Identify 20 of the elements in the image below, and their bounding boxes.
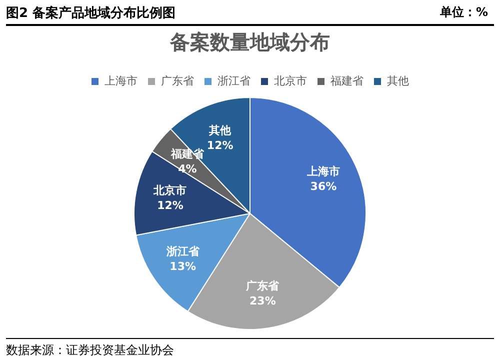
chart-title: 备案数量地域分布	[169, 30, 330, 54]
source-note: 数据来源：证券投资基金业协会	[6, 342, 174, 359]
slice-label: 上海市	[306, 164, 340, 178]
slice-label: 北京市	[152, 184, 187, 198]
legend-label: 北京市	[274, 74, 307, 88]
legend-label: 上海市	[104, 74, 138, 88]
legend-label: 浙江省	[218, 74, 250, 88]
slice-label: 广东省	[245, 280, 280, 293]
slice-label: 浙江省	[165, 245, 200, 258]
legend-label: 福建省	[330, 74, 364, 88]
data-label: 12%	[157, 199, 184, 212]
chart-subtitle: 图2 备案产品地域分布比例图	[6, 4, 176, 22]
data-label: 12%	[206, 138, 234, 152]
data-label: 23%	[250, 294, 276, 308]
data-label: 36%	[310, 180, 337, 193]
text: 单位：%	[440, 4, 488, 21]
legend-label: 广东省	[161, 74, 194, 88]
data-label: 13%	[170, 260, 196, 273]
slice-label: 其他	[208, 124, 232, 137]
legend-label: 其他	[387, 74, 409, 88]
